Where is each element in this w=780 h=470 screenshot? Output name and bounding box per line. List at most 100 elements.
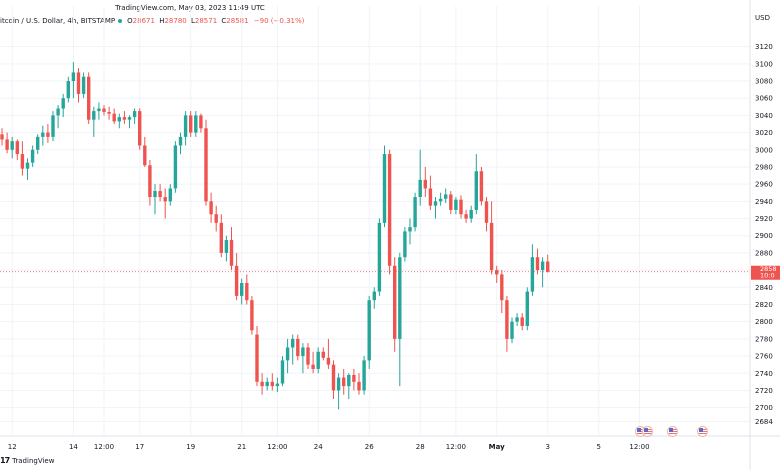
price-axis-label: 2720	[755, 387, 773, 395]
price-axis-label: 2880	[755, 249, 773, 257]
candle-body	[372, 291, 376, 301]
time-axis-label: 26	[365, 443, 374, 451]
candle-body	[336, 377, 341, 391]
candle-body	[454, 199, 458, 210]
us-flag-event-icon[interactable]	[697, 426, 708, 437]
candle-body	[347, 374, 351, 387]
candle-body	[464, 214, 468, 219]
candle-body	[102, 108, 106, 112]
time-axis-label: 19	[186, 443, 195, 451]
price-axis-label: 2960	[755, 181, 773, 189]
candle-body	[260, 381, 264, 387]
candle-body	[199, 115, 203, 129]
time-axis-label: 3	[545, 443, 549, 451]
candle-body	[331, 364, 336, 391]
candle-body	[489, 222, 494, 271]
last-price-tag-price: 2858	[760, 265, 777, 273]
candle-body	[393, 265, 397, 339]
candle-body	[168, 188, 172, 202]
time-axis-label: 14	[69, 443, 78, 451]
candle-body	[306, 347, 310, 365]
candle-body	[280, 360, 285, 384]
candle-body	[56, 108, 60, 116]
candle-body	[285, 347, 290, 361]
price-axis-label: 2780	[755, 335, 773, 343]
time-axis-label: May	[489, 443, 505, 451]
candle-body	[209, 201, 213, 215]
candle-body	[122, 117, 127, 120]
candle-body	[291, 338, 295, 348]
currency-label: USD	[755, 14, 770, 22]
candle-body	[163, 197, 167, 202]
open-key: O	[127, 17, 133, 25]
candle-body	[265, 381, 269, 387]
price-axis-label: 2760	[755, 353, 773, 361]
us-flag-event-icon[interactable]	[642, 426, 653, 437]
candle-body	[25, 162, 30, 169]
candle-body	[20, 154, 25, 169]
candle-body	[107, 111, 111, 114]
time-axis-label: 12:00	[629, 443, 649, 451]
candle-body	[357, 381, 361, 391]
candle-body	[127, 117, 132, 120]
candle-body	[178, 136, 183, 146]
candle-body	[189, 115, 193, 133]
candle-body	[81, 76, 86, 94]
candle-body	[311, 364, 315, 369]
price-axis-label: 2740	[755, 370, 773, 378]
candle-body	[51, 115, 55, 137]
candle-body	[138, 111, 142, 146]
candle-body	[342, 377, 346, 387]
candle-body	[352, 374, 356, 382]
candle-body	[76, 72, 81, 94]
price-axis-label: 2684	[755, 418, 773, 426]
candle-body	[449, 194, 453, 210]
candle-body	[71, 72, 76, 82]
candle-body	[362, 360, 366, 391]
last-price-tag	[751, 265, 780, 280]
time-axis-label: 12:00	[446, 443, 466, 451]
candle-body	[112, 113, 116, 122]
candle-body	[495, 270, 499, 275]
candle-body	[403, 231, 407, 258]
candle-body	[148, 165, 152, 198]
price-axis-label: 3120	[755, 43, 773, 51]
price-axis-label: 3100	[755, 60, 773, 68]
candle-body	[194, 115, 198, 133]
price-axis-label: 3000	[755, 146, 773, 154]
candle-body	[36, 136, 40, 150]
candle-body	[540, 261, 545, 271]
symbol-name[interactable]: itcoin / U.S. Dollar, 4h, BITSTAMP	[0, 17, 116, 25]
time-axis-label: 5	[596, 443, 600, 451]
candle-body	[525, 291, 529, 326]
time-axis-label: 12	[8, 443, 17, 451]
candle-body	[234, 265, 239, 296]
candle-body	[418, 179, 422, 198]
candle-body	[214, 214, 218, 223]
low-key: L	[190, 17, 195, 25]
last-price-tag-countdown: 10:0	[760, 272, 775, 280]
candle-body	[413, 197, 417, 228]
candle-body	[97, 108, 101, 112]
price-axis-label: 3060	[755, 95, 773, 103]
candle-body	[296, 338, 300, 357]
us-flag-event-icon[interactable]	[667, 426, 678, 437]
candle-body	[515, 317, 519, 322]
candle-body	[459, 199, 463, 215]
price-axis-label: 2800	[755, 318, 773, 326]
candle-body	[270, 381, 274, 387]
candle-body	[535, 257, 540, 271]
candle-body	[474, 171, 478, 210]
candle-body	[158, 191, 162, 198]
tradingview-logo-icon: 17	[0, 456, 10, 465]
candle-body	[30, 149, 35, 163]
candle-body	[245, 283, 249, 301]
price-axis-label: 3040	[755, 112, 773, 120]
candle-body	[117, 117, 121, 122]
close-value: 28581	[226, 17, 249, 25]
candle-body	[321, 351, 325, 358]
candle-body	[398, 257, 402, 339]
time-axis-label: 21	[237, 443, 246, 451]
time-axis-label: 17	[135, 443, 144, 451]
